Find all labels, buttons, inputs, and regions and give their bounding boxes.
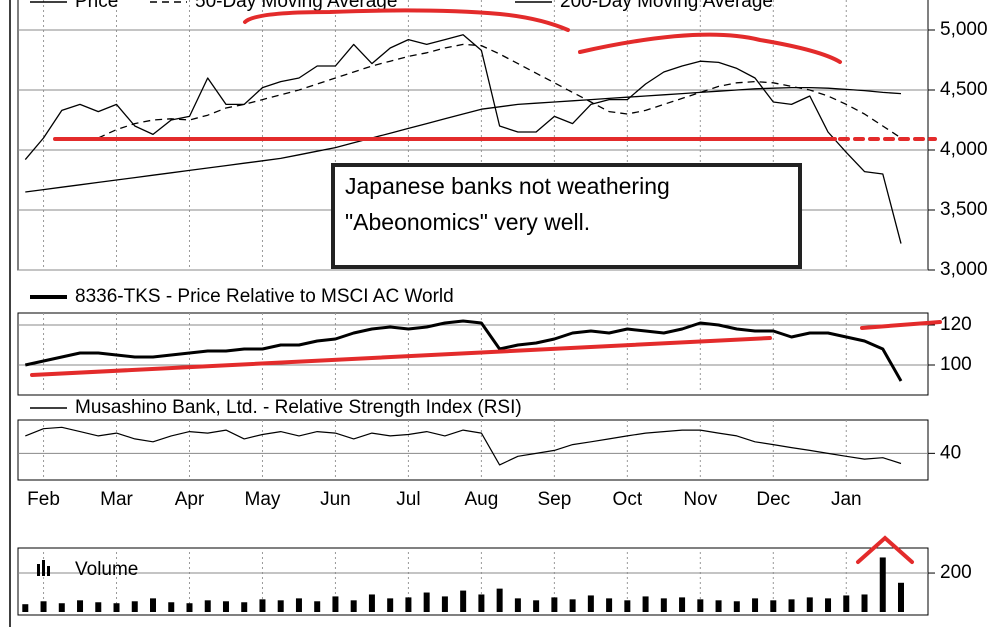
x-tick-label: Sep xyxy=(537,489,571,510)
volume-bar xyxy=(825,598,832,612)
volume-bar xyxy=(441,596,448,612)
volume-bar xyxy=(314,601,321,612)
volume-bar xyxy=(131,601,138,612)
volume-bar xyxy=(150,598,157,612)
volume-bar xyxy=(733,601,740,612)
annotation-box xyxy=(331,163,802,269)
volume-bar xyxy=(77,600,84,612)
volume-bar xyxy=(770,600,777,612)
y-tick-label: 5,000 xyxy=(940,19,988,40)
legend-label: 200-Day Moving Average xyxy=(560,0,773,12)
x-tick-label: Apr xyxy=(175,489,205,510)
legend-icon xyxy=(47,566,50,576)
volume-bar xyxy=(879,557,886,612)
volume-bar xyxy=(332,596,339,612)
volume-spike-mark xyxy=(856,535,914,564)
x-tick-label: Feb xyxy=(27,489,60,510)
volume-bar xyxy=(387,598,394,612)
arc xyxy=(243,8,570,32)
arc xyxy=(578,32,842,64)
legend-label: 50-Day Moving Average xyxy=(195,0,397,12)
volume-bar xyxy=(533,600,540,612)
y-tick-label: 40 xyxy=(940,442,961,463)
volume-bar xyxy=(788,599,795,612)
annotation-line: Japanese banks not weathering xyxy=(345,173,670,199)
volume-bar xyxy=(113,603,120,612)
volume-bar xyxy=(22,604,29,612)
annotation-line: "Abeonomics" very well. xyxy=(345,209,590,235)
volume-bar xyxy=(660,598,667,612)
x-tick-label: Jul xyxy=(396,489,420,510)
y-tick-label: 100 xyxy=(940,354,972,375)
volume-bar xyxy=(606,598,613,612)
volume-bar xyxy=(642,596,649,612)
series-line xyxy=(25,86,902,193)
legend-label: Musashino Bank, Ltd. - Relative Strength… xyxy=(75,397,522,418)
volume-bar xyxy=(295,598,302,612)
volume-bar xyxy=(843,595,850,612)
x-tick-label: May xyxy=(245,489,281,510)
volume-bar xyxy=(897,582,904,612)
volume-bar xyxy=(186,603,193,612)
volume-bar xyxy=(350,600,357,612)
volume-bar xyxy=(752,598,759,612)
volume-bar xyxy=(806,597,813,612)
volume-bar xyxy=(241,602,248,612)
x-tick-label: Dec xyxy=(756,489,790,510)
volume-bar xyxy=(58,603,65,612)
series-line xyxy=(24,34,902,244)
volume-bar xyxy=(624,600,631,612)
legend-label: Volume xyxy=(75,559,138,580)
y-tick-label: 3,000 xyxy=(940,259,988,280)
volume-bar xyxy=(222,601,229,612)
y-tick-label: 120 xyxy=(940,314,972,335)
volume-bar xyxy=(587,595,594,612)
relative-panel xyxy=(17,312,929,396)
volume-bar xyxy=(405,597,412,612)
legend-icon xyxy=(42,560,45,576)
series-line xyxy=(25,426,902,466)
rsi-panel xyxy=(17,419,929,481)
volume-panel xyxy=(17,547,929,616)
plot-layer: Feb Mar Apr May Jun Jul Aug Sep Oct Nov Dec Jan 3,00… xyxy=(18,0,988,612)
y-tick-label: 3,500 xyxy=(940,199,988,220)
series-line xyxy=(24,319,903,382)
x-tick-label: Nov xyxy=(683,489,717,510)
volume-bar xyxy=(168,602,175,612)
volume-bar xyxy=(679,597,686,612)
volume-bar xyxy=(569,599,576,612)
volume-bar xyxy=(496,588,503,612)
volume-bar xyxy=(204,600,211,612)
legend-label: 8336-TKS - Price Relative to MSCI AC Wor… xyxy=(75,286,454,307)
x-tick-label: Mar xyxy=(100,489,133,510)
x-tick-label: Jun xyxy=(320,489,351,510)
volume-bar xyxy=(551,597,558,612)
y-tick-label: 4,000 xyxy=(940,139,988,160)
volume-bar xyxy=(40,601,47,612)
red-annotations xyxy=(30,8,942,564)
volume-bar xyxy=(259,599,266,612)
trend-line xyxy=(860,320,942,330)
volume-bar xyxy=(95,602,102,612)
volume-bar xyxy=(368,594,375,612)
legend-icon xyxy=(37,564,40,576)
x-tick-label: Aug xyxy=(464,489,498,510)
volume-bar xyxy=(861,594,868,612)
legend-label: Price xyxy=(75,0,118,12)
volume-bar xyxy=(277,600,284,612)
trend-line xyxy=(30,336,772,377)
y-tick-label: 4,500 xyxy=(940,79,988,100)
volume-bar xyxy=(460,590,467,612)
volume-bar xyxy=(715,600,722,612)
volume-bar xyxy=(423,592,430,612)
y-tick-label: 200 xyxy=(940,562,972,583)
volume-bar xyxy=(697,599,704,612)
volume-bar xyxy=(478,594,485,612)
volume-bar xyxy=(514,598,521,612)
x-tick-label: Jan xyxy=(831,489,862,510)
x-tick-label: Oct xyxy=(613,489,643,510)
